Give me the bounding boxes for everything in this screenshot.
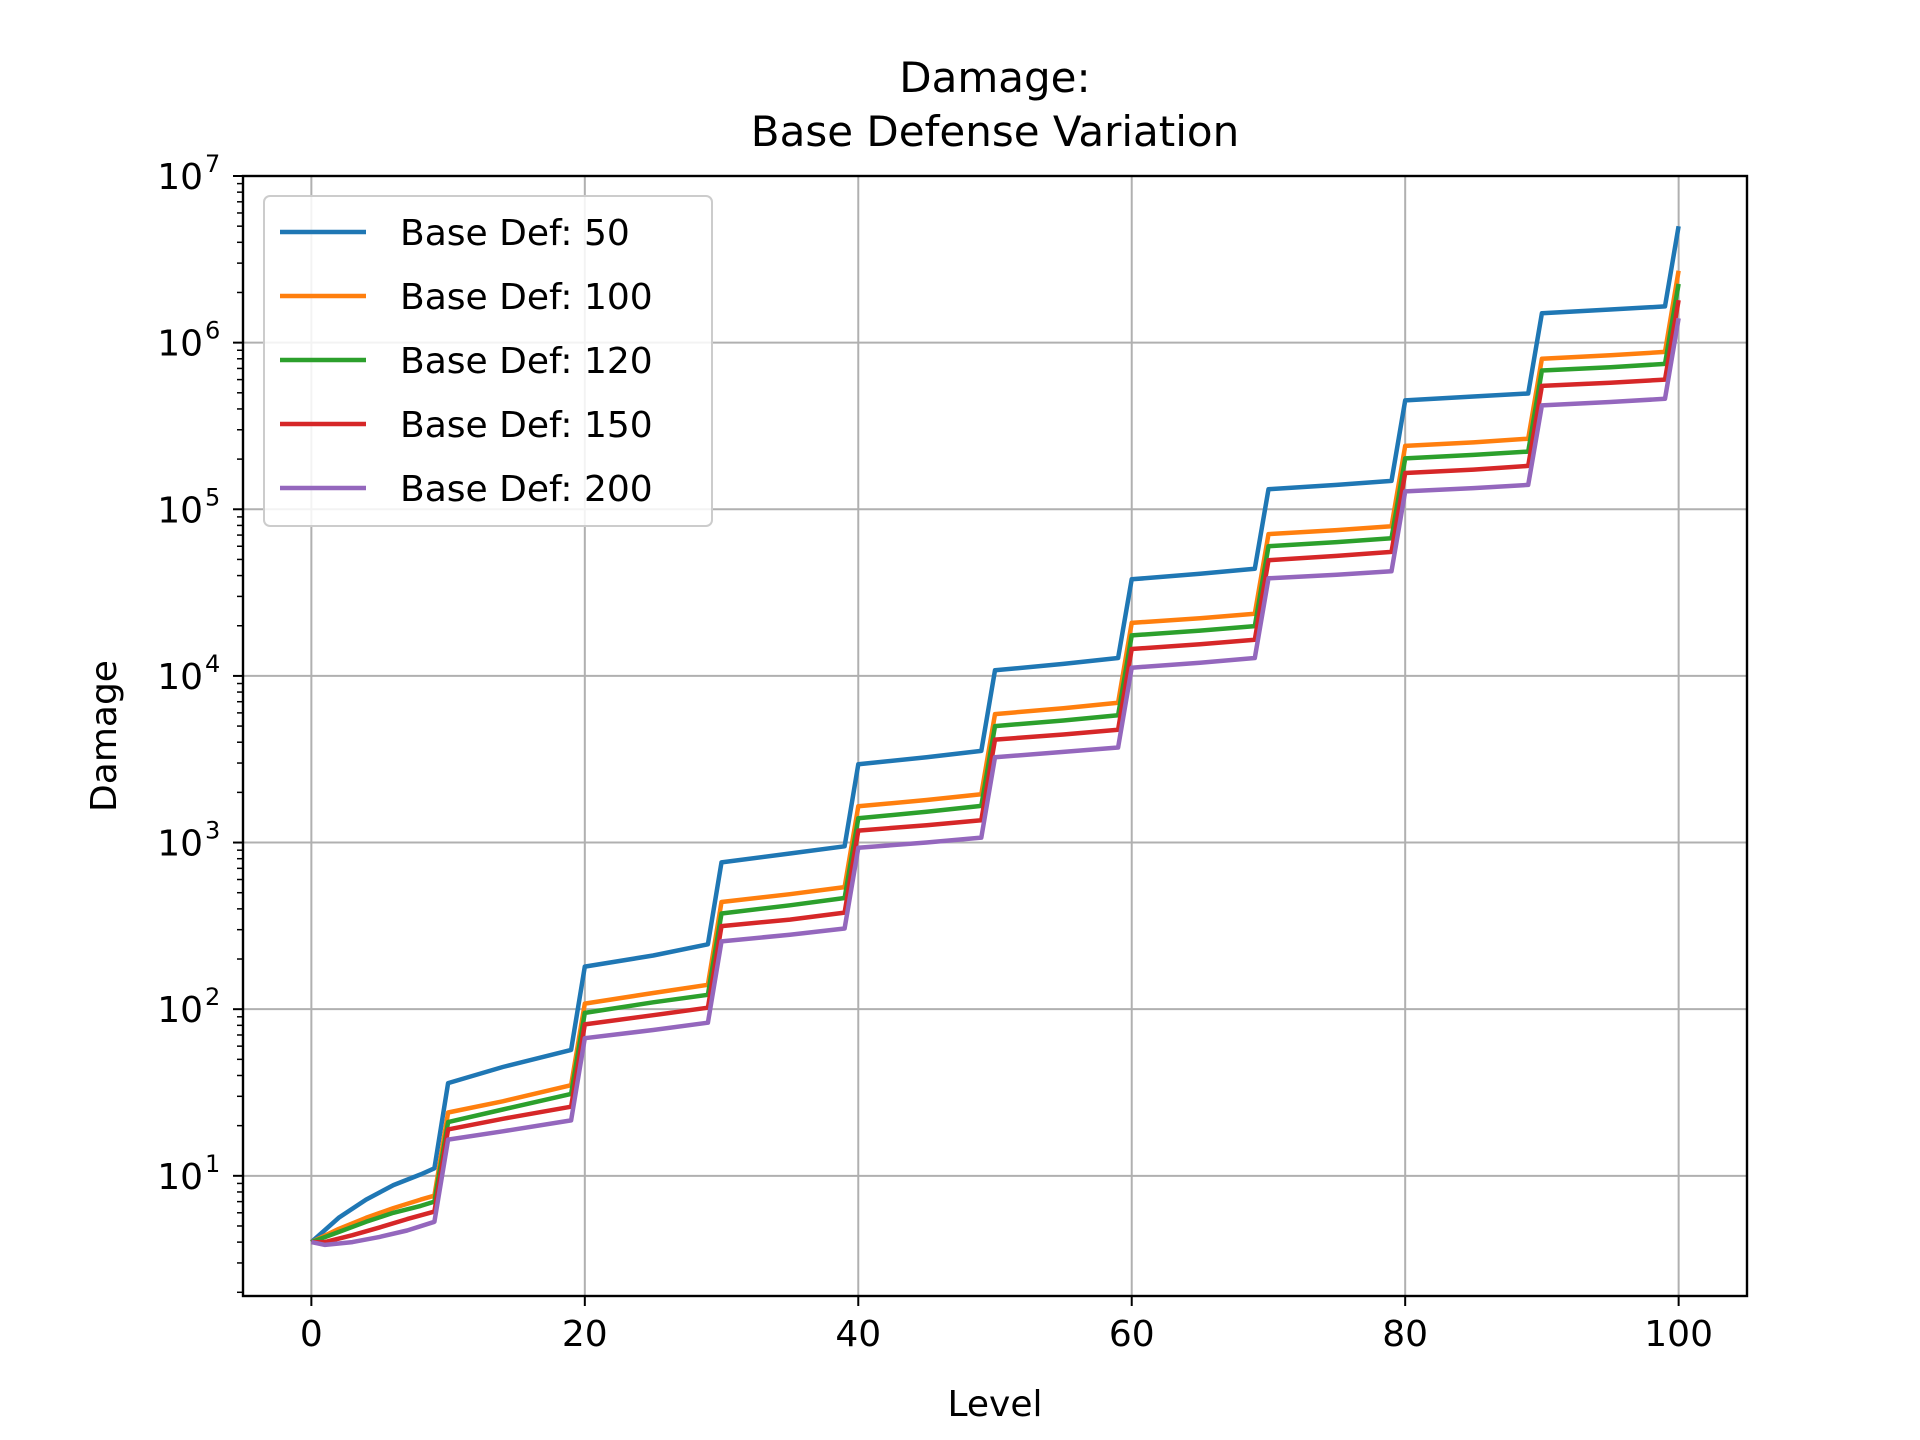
series-layer [309,225,1681,1248]
y-tick-label: 10 [157,657,203,698]
legend-label: Base Def: 100 [400,277,653,318]
y-tick-exponent: 6 [205,317,220,345]
legend-box [263,195,713,527]
plot-frame [241,174,1749,1298]
y-tick-label: 10 [157,157,203,198]
legend-label: Base Def: 200 [400,469,653,510]
x-axis-label: Level [947,1384,1042,1425]
x-tick-label: 60 [1109,1314,1155,1355]
y-axis-label: Damage [84,660,125,812]
y-tick-exponent: 7 [205,150,220,178]
x-tick-label: 100 [1644,1314,1713,1355]
series-line-0 [309,225,1681,1244]
legend-label: Base Def: 50 [400,213,630,254]
y-tick-exponent: 1 [205,1150,220,1178]
y-tick-label: 10 [157,1157,203,1198]
y-tick-exponent: 3 [205,817,220,845]
legend-label: Base Def: 120 [400,341,653,382]
y-tick-exponent: 4 [205,650,220,678]
y-tick-label: 10 [157,990,203,1031]
y-tick-label: 10 [157,490,203,531]
legend: Base Def: 50 Base Def: 100 Base Def: 120 Ba… [263,195,713,527]
chart-subtitle: Base Defense Variation [751,107,1239,156]
x-tick-label: 0 [300,1314,323,1355]
x-tick-label: 40 [835,1314,881,1355]
x-tick-label: 80 [1382,1314,1428,1355]
chart-title: Damage: [899,53,1090,102]
y-tick-exponent: 2 [205,983,220,1011]
x-axis: 0 20 40 60 80 100 [300,1296,1713,1355]
y-tick-exponent: 5 [205,483,220,511]
y-tick-label: 10 [157,824,203,865]
legend-label: Base Def: 150 [400,405,653,446]
x-tick-label: 20 [562,1314,608,1355]
series-line-4 [310,317,1681,1248]
y-tick-label: 10 [157,324,203,365]
